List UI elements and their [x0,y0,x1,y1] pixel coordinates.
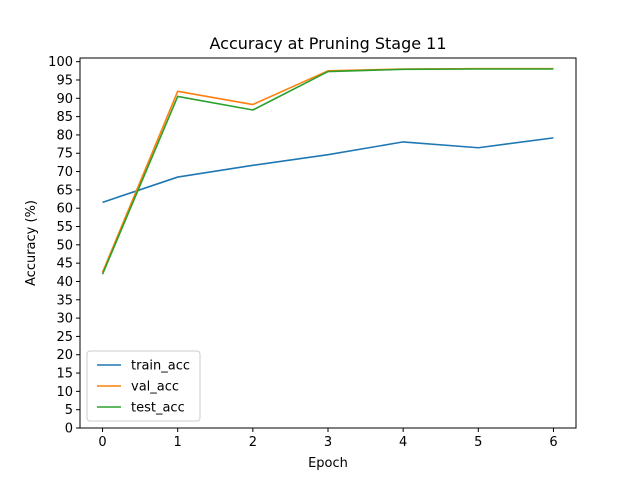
x-tick-label: 2 [249,435,257,450]
legend-label: val_acc [131,380,179,395]
y-tick-label: 45 [56,257,73,272]
x-ticks: 0 1 2 3 4 5 6 [98,428,558,450]
series-layer [101,67,554,275]
y-tick-label: 30 [56,312,73,327]
series-line-test-acc [101,68,554,275]
chart-title: Accuracy at Pruning Stage 11 [209,34,446,53]
y-ticks: 0 5 10 15 20 25 30 35 40 45 50 55 60 65 70 75 80 85 90 95 10… [48,55,80,437]
y-tick-label: 60 [56,202,73,217]
x-tick-label: 4 [399,435,407,450]
legend: train_acc val_acc test_acc [86,350,201,422]
y-tick-label: 100 [48,55,73,70]
x-tick-label: 0 [98,435,106,450]
y-tick-label: 70 [56,165,73,180]
y-tick-label: 85 [56,110,73,125]
legend-box [86,350,201,422]
y-tick-label: 20 [56,348,73,363]
y-tick-label: 75 [56,147,73,162]
y-tick-label: 5 [65,403,73,418]
series-line-train-acc [102,137,554,204]
y-tick-label: 90 [56,92,73,107]
y-tick-label: 35 [56,293,73,308]
y-tick-label: 10 [56,385,73,400]
legend-items: train_acc val_acc test_acc [97,359,190,416]
legend-label: train_acc [131,359,190,374]
y-tick-label: 40 [56,275,73,290]
legend-label: test_acc [131,401,185,416]
y-tick-label: 80 [56,128,73,143]
y-tick-label: 95 [56,73,73,88]
y-tick-label: 15 [56,367,73,382]
y-axis-label: Accuracy (%) [24,200,39,286]
x-tick-label: 3 [324,435,332,450]
y-tick-label: 65 [56,183,73,198]
y-tick-label: 55 [56,220,73,235]
y-tick-label: 25 [56,330,73,345]
x-tick-label: 1 [174,435,182,450]
x-axis-label: Epoch [308,456,348,471]
x-tick-label: 6 [549,435,557,450]
y-tick-label: 0 [65,422,73,437]
x-tick-label: 5 [474,435,482,450]
y-tick-label: 50 [56,238,73,253]
